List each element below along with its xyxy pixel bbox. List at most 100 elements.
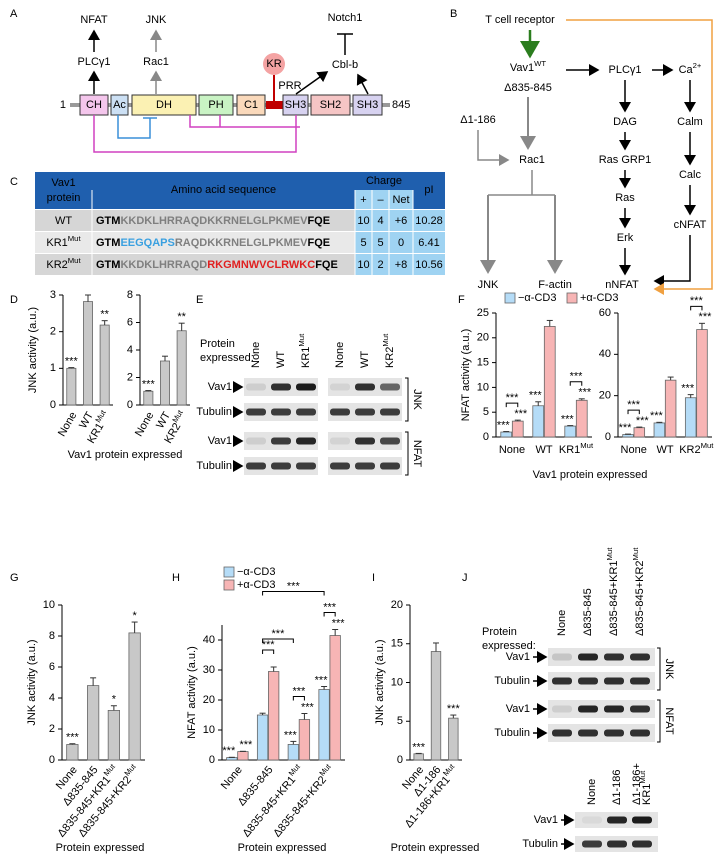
band [607,816,627,824]
legend-swatch [223,566,235,578]
row-label: Vav1 [208,435,232,447]
lane-label: KR2Mut [381,333,396,368]
band [578,653,598,661]
bar [160,360,170,406]
bar [564,425,577,438]
band [604,677,624,685]
bar [696,329,708,438]
table-cell: +8 [395,259,408,271]
significance-bracket [505,402,519,408]
legend-label: +α-CD3 [237,579,275,591]
group-bracket [657,647,661,691]
band [582,840,602,848]
band [578,705,598,713]
sequence-part: EEGQAPS [120,237,174,249]
lane-label-sup: Mut [605,547,614,561]
y-axis-label: JNK activity (a.u.) [26,639,38,725]
connector [117,115,151,139]
row-bg-charge [355,210,445,231]
significance: *** [262,639,276,651]
significance-bracket [292,696,305,701]
node: PLCγ1 [77,56,110,68]
band [380,383,400,391]
lane-label: KR1Mut [638,770,653,805]
significance: *** [627,399,641,411]
lane-label: Δ1-186+ [631,763,643,805]
y-tick-label: 5 [483,406,489,418]
domain-label: Ac [113,99,126,111]
domain-label: C1 [244,99,258,111]
x-tick-label-sup: Mut [701,441,715,450]
y-tick-label: 20 [477,332,489,344]
lane-label: KR1Mut [297,333,312,368]
lane-label: None [586,779,598,805]
x-tick-label-sup: Mut [170,408,185,424]
significance: *** [65,356,79,368]
panel-label: A [10,8,18,20]
group-bracket [657,699,661,743]
node: Ras [615,192,635,204]
bar [575,399,588,438]
significance: *** [66,732,80,744]
lane-label-main: Δ835-845+KR2 [634,560,646,636]
band [296,383,316,391]
protein-cell-main: KR1 [46,237,67,249]
table-cell: 5 [377,237,383,249]
domain [198,94,234,116]
bar [66,744,79,761]
panel-label: I [372,572,375,584]
significance: *** [619,422,633,434]
node: Rac1 [143,56,169,68]
row-label: Tubulin [522,838,558,850]
lane-label-sup: Mut [381,333,390,347]
protein-cell-sup: Mut [68,256,82,265]
band [380,437,400,445]
y-tick-label: 20 [599,390,611,402]
x-tick-label: WT [656,444,673,456]
node: F-actin [538,279,572,291]
significance: *** [699,311,713,323]
domain-label: SH3 [357,99,378,111]
lane-label-main: KR1 [300,347,312,368]
lane-label-main: KR1 [641,784,653,805]
lane-label-sup: Mut [631,547,640,561]
node: DAG [613,116,637,128]
significance: *** [284,729,298,741]
y-tick-label: 3 [50,289,56,301]
bar [226,757,238,761]
significance: *** [301,701,315,713]
y-tick-label: 2 [49,723,55,735]
x-axis-label: Protein expressed [238,842,327,854]
sequence-part: RAQDKKRNELGLPKMEV [175,237,308,249]
y-axis-label: NFAT activity (a.u.) [186,646,198,739]
y-tick-label: 1 [50,362,56,374]
bar [684,397,697,438]
significance: *** [272,628,286,640]
table-cell: 4 [377,215,383,227]
domain-label: SH2 [320,99,341,111]
bar [329,635,341,761]
row-label: Tubulin [494,675,530,687]
significance: *** [506,392,520,404]
y-tick-label: 0 [49,754,55,766]
significance: *** [529,390,543,402]
x-tick-label: KR1Mut [559,441,594,456]
x-tick-label-sup: Mut [580,441,594,450]
panel-label: D [10,294,18,306]
x-tick-label-sup: Mut [93,408,108,424]
significance: * [112,694,117,706]
y-tick-label: 2 [127,371,133,383]
significance: *** [239,739,253,751]
significance: *** [315,674,329,686]
band [552,677,572,685]
connector [93,115,297,153]
bar [176,330,187,406]
protein-cell: WT [55,215,72,227]
bar [448,717,459,761]
y-tick-label: 10 [477,381,489,393]
lane-label: Δ835-845+KR2Mut [631,547,646,636]
bar [66,367,77,406]
significance: ** [100,309,109,321]
protein-cell: KR1Mut [46,234,81,249]
charge-subheader [355,190,413,209]
